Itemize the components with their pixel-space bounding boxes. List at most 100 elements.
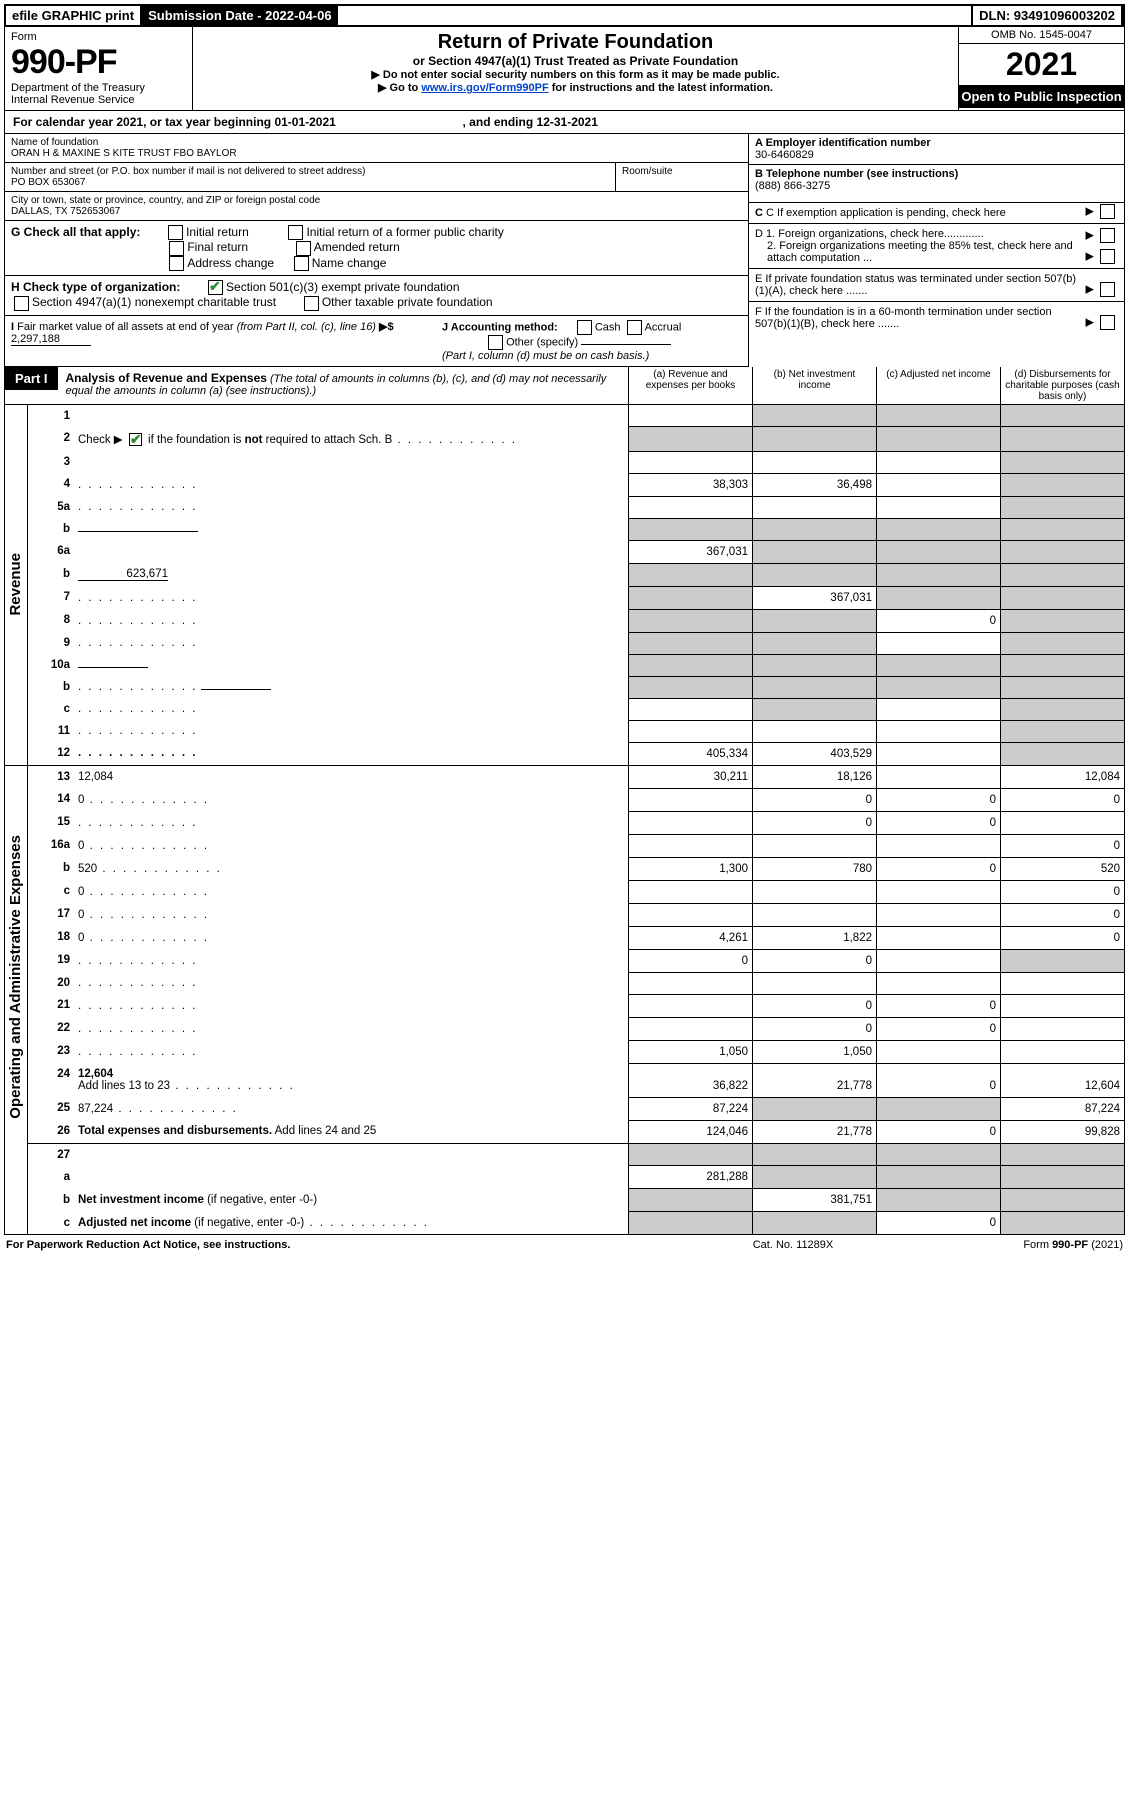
cb-initial[interactable] [168,225,183,240]
row-16c: c00 [5,880,1125,903]
cb-d1[interactable] [1100,228,1115,243]
header-center: Return of Private Foundation or Section … [193,27,958,110]
row-4: 438,30336,498 [5,473,1125,496]
row-2: 2 Check ▶ if the foundation is not requi… [5,427,1125,451]
row-10c: c [5,698,1125,720]
form-ref: Form 990-PF (2021) [923,1239,1123,1251]
section-g: G Check all that apply: Initial return I… [5,221,748,276]
dln: DLN: 93491096003202 [971,6,1123,25]
row-12: 12405,334403,529 [5,742,1125,765]
row-1: Revenue 1 [5,405,1125,427]
row-17: 1700 [5,903,1125,926]
vlabel-revenue: Revenue [5,545,26,624]
row-7: 7367,031 [5,586,1125,609]
row-27b: bNet investment income (if negative, ent… [5,1189,1125,1212]
row-8: 80 [5,609,1125,632]
cb-initial-former[interactable] [288,225,303,240]
row-25: 2587,22487,22487,224 [5,1097,1125,1120]
row-6b: b 623,671 [5,563,1125,586]
info-right: A Employer identification number 30-6460… [748,134,1124,367]
cb-name[interactable] [294,256,309,271]
cb-address[interactable] [169,256,184,271]
form-number: 990-PF [11,43,186,82]
column-headers: (a) Revenue and expenses per books (b) N… [628,367,1124,404]
top-bar: efile GRAPHIC print Submission Date - 20… [4,4,1125,27]
col-d: (d) Disbursements for charitable purpose… [1000,367,1124,404]
section-d: D 1. Foreign organizations, check here..… [749,224,1124,269]
row-26: 26Total expenses and disbursements. Add … [5,1120,1125,1143]
form-word: Form [11,31,186,43]
dept-2: Internal Revenue Service [11,94,186,106]
row-19: 1900 [5,949,1125,972]
part1-header: Part I Analysis of Revenue and Expenses … [4,367,1125,405]
paperwork-notice: For Paperwork Reduction Act Notice, see … [6,1239,663,1251]
section-c: C C If exemption application is pending,… [749,203,1124,224]
row-6a: 6a367,031 [5,540,1125,563]
row-10a: 10a [5,654,1125,676]
form-header: Form 990-PF Department of the Treasury I… [4,27,1125,111]
col-b: (b) Net investment income [752,367,876,404]
section-i-j: I Fair market value of all assets at end… [5,316,748,367]
section-i: I Fair market value of all assets at end… [5,316,436,366]
part1-label: Part I [5,367,58,390]
row-27a: a281,288 [5,1166,1125,1189]
tax-year: 2021 [959,44,1124,85]
info-block: Name of foundation ORAN H & MAXINE S KIT… [4,134,1125,367]
efile-label[interactable]: efile GRAPHIC print [6,6,142,25]
cb-4947[interactable] [14,296,29,311]
row-16a: 16a00 [5,834,1125,857]
cb-other-acct[interactable] [488,335,503,350]
info-left: Name of foundation ORAN H & MAXINE S KIT… [5,134,748,367]
col-a: (a) Revenue and expenses per books [628,367,752,404]
cb-e[interactable] [1100,282,1115,297]
cb-d2[interactable] [1100,249,1115,264]
cb-other-tax[interactable] [304,296,319,311]
section-j: J Accounting method: Cash Accrual Other … [436,316,748,366]
row-27c: cAdjusted net income (if negative, enter… [5,1212,1125,1235]
period-bar: For calendar year 2021, or tax year begi… [4,111,1125,134]
vlabel-expenses: Operating and Administrative Expenses [5,827,26,1127]
cb-sch-b[interactable] [129,433,142,446]
submission-date: Submission Date - 2022-04-06 [142,6,338,25]
cb-501c3[interactable] [208,280,223,295]
row-11: 11 [5,720,1125,742]
cb-f[interactable] [1100,315,1115,330]
row-21: 2100 [5,994,1125,1017]
open-inspection: Open to Public Inspection [959,85,1124,108]
dept-1: Department of the Treasury [11,82,186,94]
form-note-1: ▶ Do not enter social security numbers o… [201,68,950,81]
row-5a: 5a [5,496,1125,518]
phone-cell: B Telephone number (see instructions) (8… [749,165,1124,203]
row-22: 2200 [5,1017,1125,1040]
form-subtitle: or Section 4947(a)(1) Trust Treated as P… [201,54,950,68]
room-cell: Room/suite [615,163,748,192]
row-14: 140000 [5,788,1125,811]
row-23: 231,0501,050 [5,1040,1125,1063]
section-h: H Check type of organization: Section 50… [5,276,748,316]
row-9: 9 [5,632,1125,654]
cb-c[interactable] [1100,204,1115,219]
header-right: OMB No. 1545-0047 2021 Open to Public In… [958,27,1124,110]
row-15: 1500 [5,811,1125,834]
ein-cell: A Employer identification number 30-6460… [749,134,1124,165]
section-e: E If private foundation status was termi… [749,269,1124,302]
cb-cash[interactable] [577,320,592,335]
cat-no: Cat. No. 11289X [663,1239,923,1251]
header-left: Form 990-PF Department of the Treasury I… [5,27,193,110]
cb-final[interactable] [169,241,184,256]
city-cell: City or town, state or province, country… [5,192,748,221]
col-c: (c) Adjusted net income [876,367,1000,404]
row-3: 3 [5,451,1125,473]
cb-amended[interactable] [296,241,311,256]
footer: For Paperwork Reduction Act Notice, see … [4,1235,1125,1255]
foundation-name-cell: Name of foundation ORAN H & MAXINE S KIT… [5,134,748,163]
form-note-2: ▶ Go to www.irs.gov/Form990PF for instru… [201,81,950,94]
row-24: 2412,604Add lines 13 to 2336,82221,77801… [5,1063,1125,1097]
row-10b: b [5,676,1125,698]
form-link[interactable]: www.irs.gov/Form990PF [421,82,548,94]
row-13: Operating and Administrative Expenses 13… [5,765,1125,788]
cb-accrual[interactable] [627,320,642,335]
row-20: 20 [5,972,1125,994]
row-27: 27 [5,1143,1125,1166]
main-table: Revenue 1 2 Check ▶ if the foundation is… [4,405,1125,1235]
